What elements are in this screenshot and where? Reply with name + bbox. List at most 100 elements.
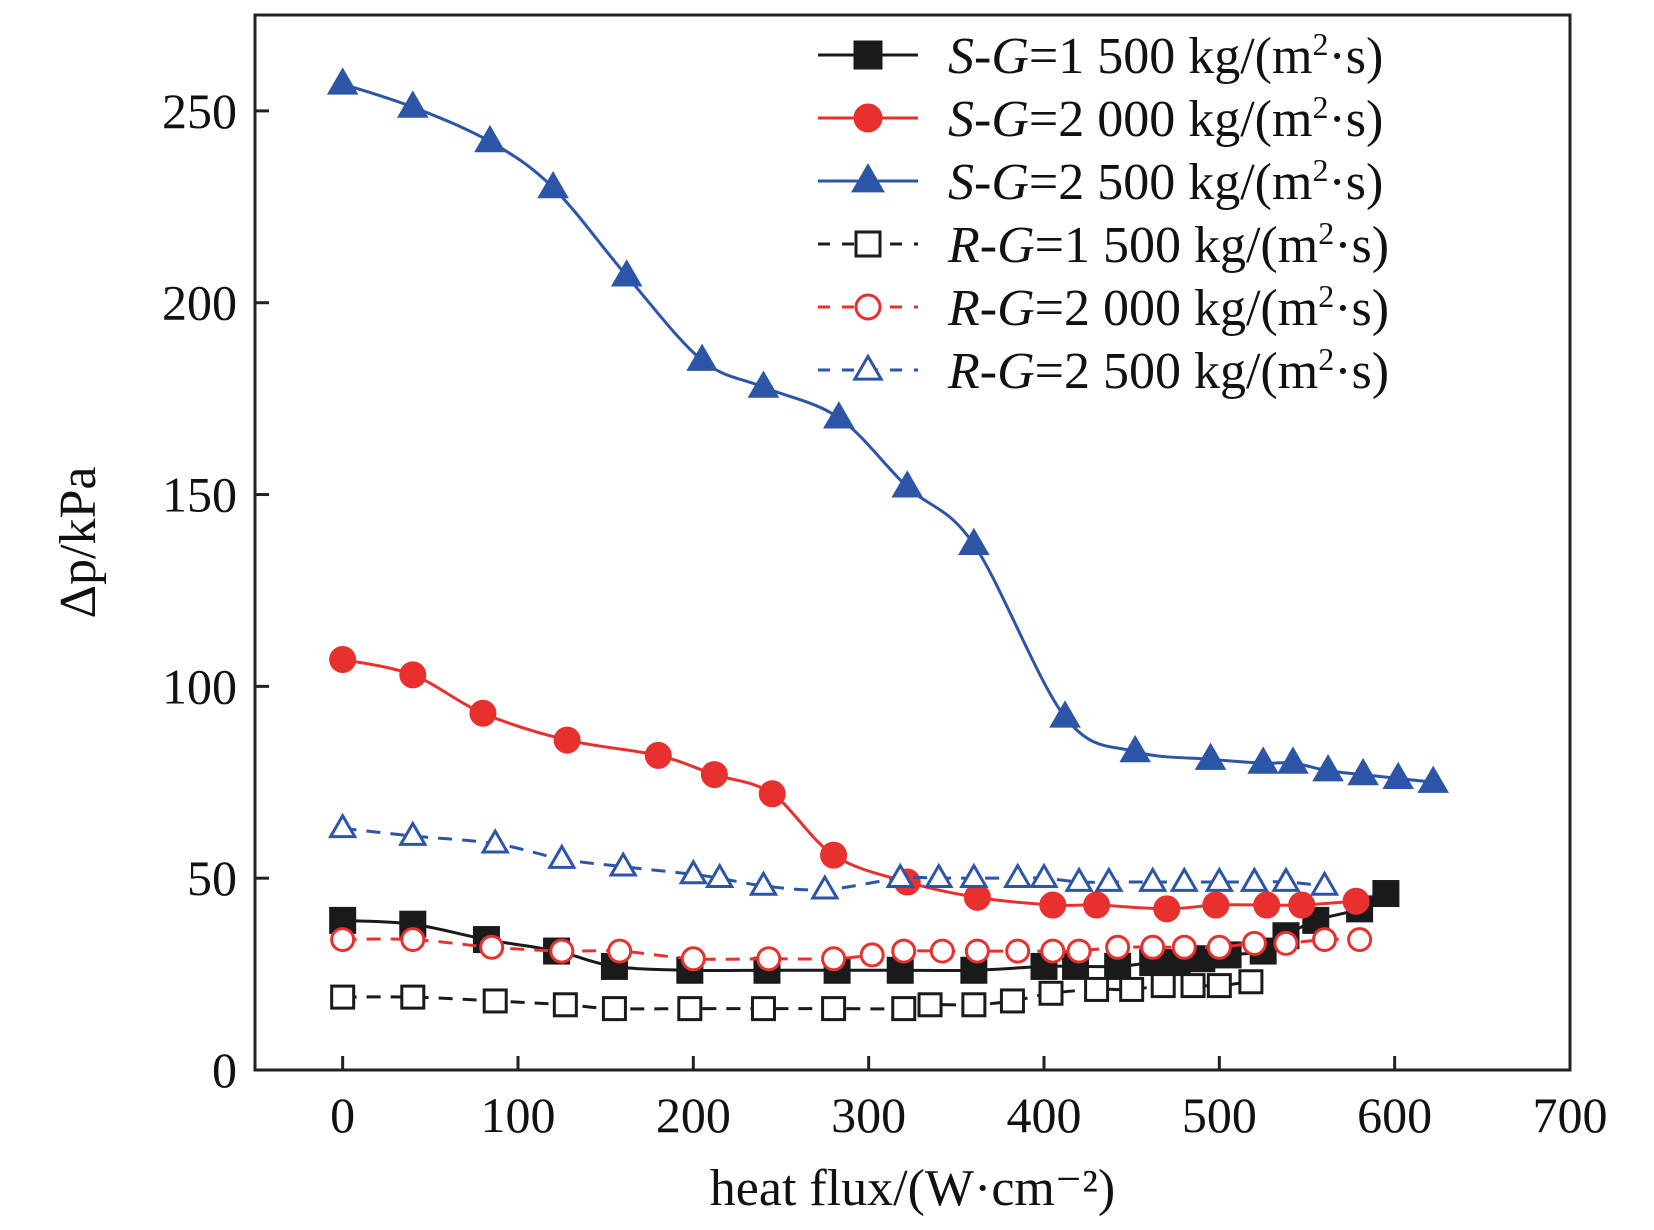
data-point	[680, 946, 706, 972]
legend-marker	[852, 353, 884, 381]
data-point	[823, 401, 855, 429]
data-point	[961, 992, 987, 1018]
data-point	[1347, 757, 1379, 786]
legend-marker	[851, 163, 885, 193]
data-point	[964, 938, 990, 964]
data-point	[1347, 927, 1373, 953]
legend-item: R-G=2 000 kg/(m2·s)	[818, 278, 1389, 337]
data-point	[1241, 930, 1267, 956]
data-point	[963, 883, 991, 911]
data-point	[1194, 742, 1227, 770]
data-point	[327, 812, 358, 839]
data-point	[704, 862, 735, 889]
series-line	[342, 980, 1252, 1011]
data-point	[610, 259, 643, 287]
data-point	[959, 862, 989, 889]
y-tick-label: 50	[187, 850, 237, 906]
data-point	[821, 946, 847, 972]
data-point	[480, 828, 510, 854]
data-point	[820, 841, 848, 869]
data-point	[1140, 934, 1166, 960]
data-point	[553, 726, 581, 754]
data-point	[330, 984, 356, 1010]
legend-item: S-G=2 500 kg/(m2·s)	[818, 152, 1383, 211]
data-point	[859, 942, 885, 968]
data-point	[1171, 934, 1197, 960]
data-point	[1180, 973, 1206, 999]
data-point	[1238, 969, 1264, 995]
data-point	[1239, 866, 1270, 892]
series-5	[327, 812, 1340, 900]
data-point	[1312, 927, 1338, 953]
legend-item: S-G=2 000 kg/(m2·s)	[818, 89, 1383, 148]
legend-marker	[853, 40, 883, 70]
data-point	[482, 988, 508, 1014]
series-line	[342, 658, 1357, 911]
x-tick-label: 200	[656, 1087, 731, 1143]
data-point	[1150, 973, 1176, 999]
data-point	[1273, 930, 1299, 956]
data-point	[885, 862, 915, 889]
data-point	[1206, 934, 1232, 960]
data-point	[398, 820, 428, 846]
plot-frame	[253, 13, 1572, 1072]
data-point	[678, 858, 709, 885]
data-point	[1277, 746, 1309, 774]
data-point	[474, 124, 506, 153]
data-point	[1206, 973, 1232, 999]
legend-marker	[853, 103, 883, 133]
data-point	[1417, 765, 1450, 793]
data-point	[1029, 862, 1059, 889]
data-point	[552, 992, 578, 1018]
data-point	[1066, 938, 1092, 964]
legend-label: S-G=2 500 kg/(m2·s)	[948, 152, 1383, 211]
data-point	[601, 996, 627, 1022]
data-point	[1049, 700, 1081, 728]
legend-item: S-G=1 500 kg/(m2·s)	[818, 26, 1383, 85]
y-axis: 0 50 100 150 200 250	[162, 83, 269, 1098]
data-point	[549, 938, 575, 964]
data-point	[399, 661, 427, 689]
data-point	[1083, 891, 1111, 919]
x-tick-label: 300	[831, 1087, 906, 1143]
data-point	[758, 780, 786, 808]
y-tick-label: 250	[162, 83, 237, 139]
legend-item: R-G=1 500 kg/(m2·s)	[818, 215, 1389, 274]
legend-label: S-G=2 000 kg/(m2·s)	[948, 89, 1383, 148]
data-point	[747, 370, 780, 398]
data-point	[1038, 980, 1064, 1006]
data-point	[891, 938, 917, 964]
data-point	[1202, 891, 1230, 919]
legend-label: R-G=2 000 kg/(m2·s)	[947, 278, 1389, 337]
series-0	[329, 880, 1400, 984]
legend-label: S-G=1 500 kg/(m2·s)	[948, 26, 1383, 85]
data-point	[1002, 862, 1033, 889]
data-point	[547, 843, 577, 869]
series-2	[326, 67, 1450, 793]
data-point	[1064, 866, 1094, 892]
data-point	[1005, 938, 1031, 964]
legend: S-G=1 500 kg/(m2·s)S-G=2 000 kg/(m2·s)S-…	[818, 26, 1389, 400]
y-tick-label: 150	[162, 467, 237, 523]
data-point	[929, 938, 955, 964]
x-axis-title: heat flux/(W·cm⁻²)	[710, 1160, 1115, 1217]
data-point	[400, 927, 426, 953]
data-point	[1039, 891, 1067, 919]
series-1	[329, 646, 1370, 923]
data-point	[469, 699, 497, 727]
data-point	[608, 851, 638, 877]
data-point	[1204, 866, 1235, 892]
x-tick-label: 100	[481, 1087, 556, 1143]
data-point	[1247, 746, 1279, 774]
data-point	[750, 996, 776, 1022]
legend-marker	[854, 293, 882, 321]
data-point	[1342, 887, 1370, 915]
legend-label: R-G=2 500 kg/(m2·s)	[947, 341, 1389, 400]
data-point	[1153, 895, 1181, 923]
data-point	[1288, 891, 1316, 919]
data-point	[607, 938, 633, 964]
data-point	[400, 984, 426, 1010]
data-point	[537, 170, 569, 199]
data-point	[999, 988, 1025, 1014]
